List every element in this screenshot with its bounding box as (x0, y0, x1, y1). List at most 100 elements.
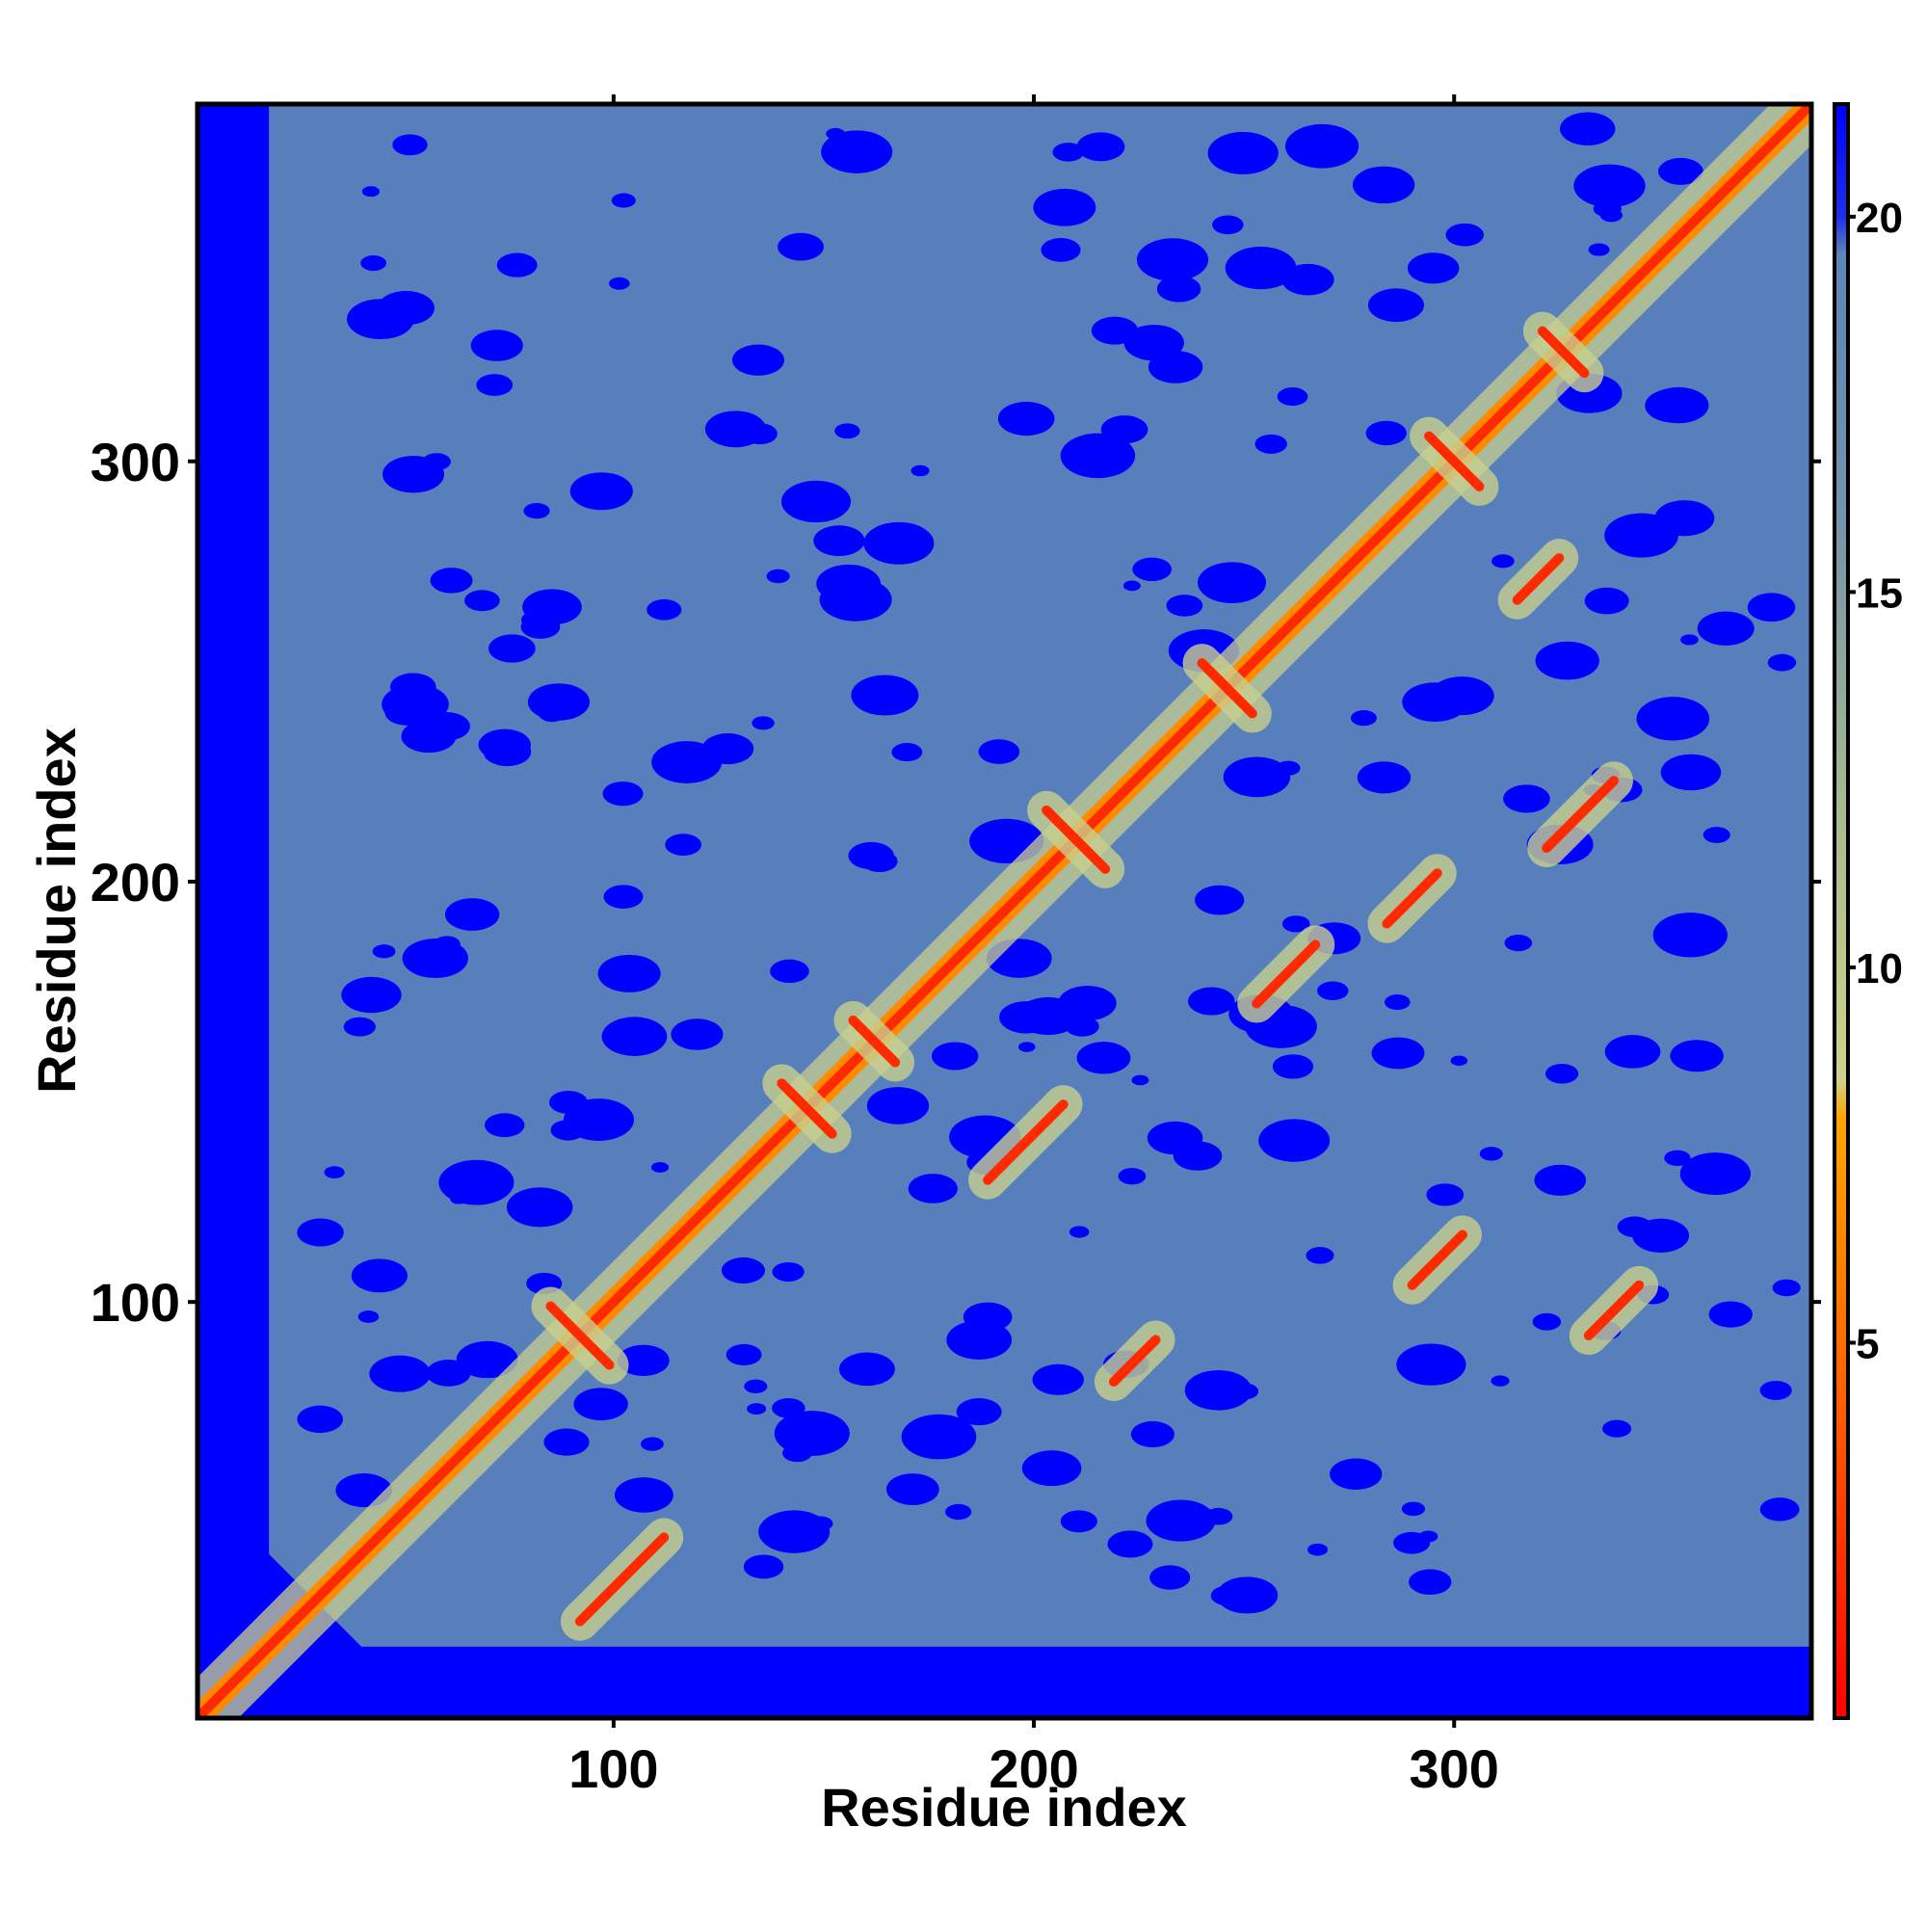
far-region-blob (774, 1411, 850, 1456)
contact-line-13 (1108, 1335, 1161, 1388)
far-region-blob (382, 456, 445, 493)
far-region-blob (721, 1257, 765, 1284)
far-region-blob (1123, 325, 1184, 361)
far-region-blob (1281, 915, 1310, 933)
far-region-blob (963, 1302, 1013, 1332)
far-region-blob (758, 1510, 831, 1553)
far-region-blob (402, 939, 468, 979)
contact-line-11 (1407, 1230, 1467, 1290)
heatmap-layer (198, 104, 1811, 1718)
far-region-blob (1147, 1121, 1203, 1155)
far-region-blob (1652, 913, 1728, 958)
far-region-blob (438, 1159, 515, 1205)
far-region-blob (569, 472, 633, 511)
far-region-blob (1545, 1063, 1579, 1084)
far-region-blob (597, 954, 661, 992)
far-region-blob (539, 705, 566, 723)
far-region-blob (1664, 1150, 1691, 1166)
far-region-blob (752, 716, 775, 730)
far-region-blob (603, 885, 644, 909)
diagonal-line (198, 104, 1811, 1718)
far-region-blob (1584, 587, 1629, 615)
far-region-blob (1708, 1301, 1753, 1328)
far-region-blob (1317, 981, 1349, 1000)
far-region-blob (1041, 238, 1081, 262)
far-region-blob (1450, 1055, 1468, 1066)
far-region-blob (1604, 1035, 1661, 1069)
contact-line-14 (1382, 868, 1442, 929)
colorbar-bar (1833, 102, 1850, 1720)
contact-line-15 (1512, 553, 1565, 605)
far-region-blob (1407, 252, 1460, 284)
y-tick-label-200: 200 (91, 852, 180, 913)
far-region-blob (548, 1090, 588, 1114)
plot-frame (195, 101, 1814, 1721)
x-tick-label-300: 300 (1410, 1738, 1499, 1799)
far-region-blob (1491, 1375, 1510, 1387)
far-region-blob (1384, 994, 1411, 1011)
far-region-blob (1504, 935, 1533, 952)
far-region-blob (1231, 1383, 1259, 1400)
far-region-blob (1076, 132, 1125, 162)
far-region-blob (1772, 1279, 1801, 1297)
far-region-blob (476, 374, 514, 396)
colorbar-ticks: 5 10 15 20 (1848, 195, 1903, 1367)
far-region-blob (1306, 1247, 1334, 1264)
far-region-blob (650, 1161, 670, 1173)
far-region-blob (392, 134, 428, 156)
far-region-blob (1759, 1380, 1792, 1400)
far-region-blob (1535, 641, 1599, 680)
far-region-blob (743, 1554, 784, 1579)
far-region-blob (602, 781, 644, 807)
far-region-blob (614, 1477, 673, 1513)
far-region-blob (1670, 1040, 1724, 1072)
far-region-blob (1532, 1312, 1562, 1331)
colorbar-tick-label-15: 15 (1856, 569, 1903, 617)
far-region-blob (863, 521, 935, 565)
far-region-blob (1367, 288, 1424, 323)
far-region-blob (772, 1261, 805, 1282)
far-region-blob (1479, 1147, 1503, 1161)
far-region-blob (640, 1437, 664, 1451)
far-region-blob (731, 344, 784, 376)
far-region-blob (1371, 1037, 1425, 1070)
far-region-blob (1418, 1530, 1439, 1543)
far-region-blob (1052, 143, 1084, 162)
contact-line-8 (983, 1099, 1069, 1185)
far-region-blob (489, 331, 514, 347)
far-region-blob (1276, 760, 1301, 776)
far-region-blob (1534, 1164, 1587, 1196)
far-region-blob (324, 1166, 345, 1178)
far-region-blob (772, 1397, 805, 1418)
far-region-blob (813, 525, 865, 557)
far-region-blob (1033, 188, 1096, 226)
far-region-blob (647, 598, 682, 621)
far-region-blob (1357, 761, 1412, 794)
far-region-blob (1188, 987, 1235, 1016)
far-region-blob (704, 410, 766, 448)
far-region-blob (819, 577, 892, 622)
far-region-blob (351, 1258, 408, 1293)
far-region-blob (573, 1388, 628, 1421)
far-region-blob (1225, 246, 1297, 290)
far-region-blob (1409, 1569, 1452, 1596)
far-region-blob (478, 728, 531, 761)
far-region-blob (1060, 1510, 1097, 1533)
contact-line-0 (545, 1301, 615, 1370)
far-region-blob (297, 1405, 343, 1434)
far-region-blob (1588, 243, 1610, 256)
far-region-blob (744, 1379, 768, 1393)
far-region-blob (1032, 1363, 1084, 1395)
y-tick-label-300: 300 (91, 432, 180, 492)
far-region-blob (611, 193, 636, 208)
far-region-blob (838, 1352, 895, 1387)
far-region-blob (1069, 1226, 1090, 1238)
far-region-blob (1277, 387, 1308, 407)
far-region-blob (1100, 415, 1148, 444)
far-region-blob (1602, 1419, 1632, 1438)
far-region-blob (851, 675, 919, 716)
far-region-blob (506, 1187, 573, 1228)
far-region-blob (1203, 1507, 1233, 1525)
far-region-blob (766, 569, 790, 584)
far-region-blob (360, 255, 386, 272)
